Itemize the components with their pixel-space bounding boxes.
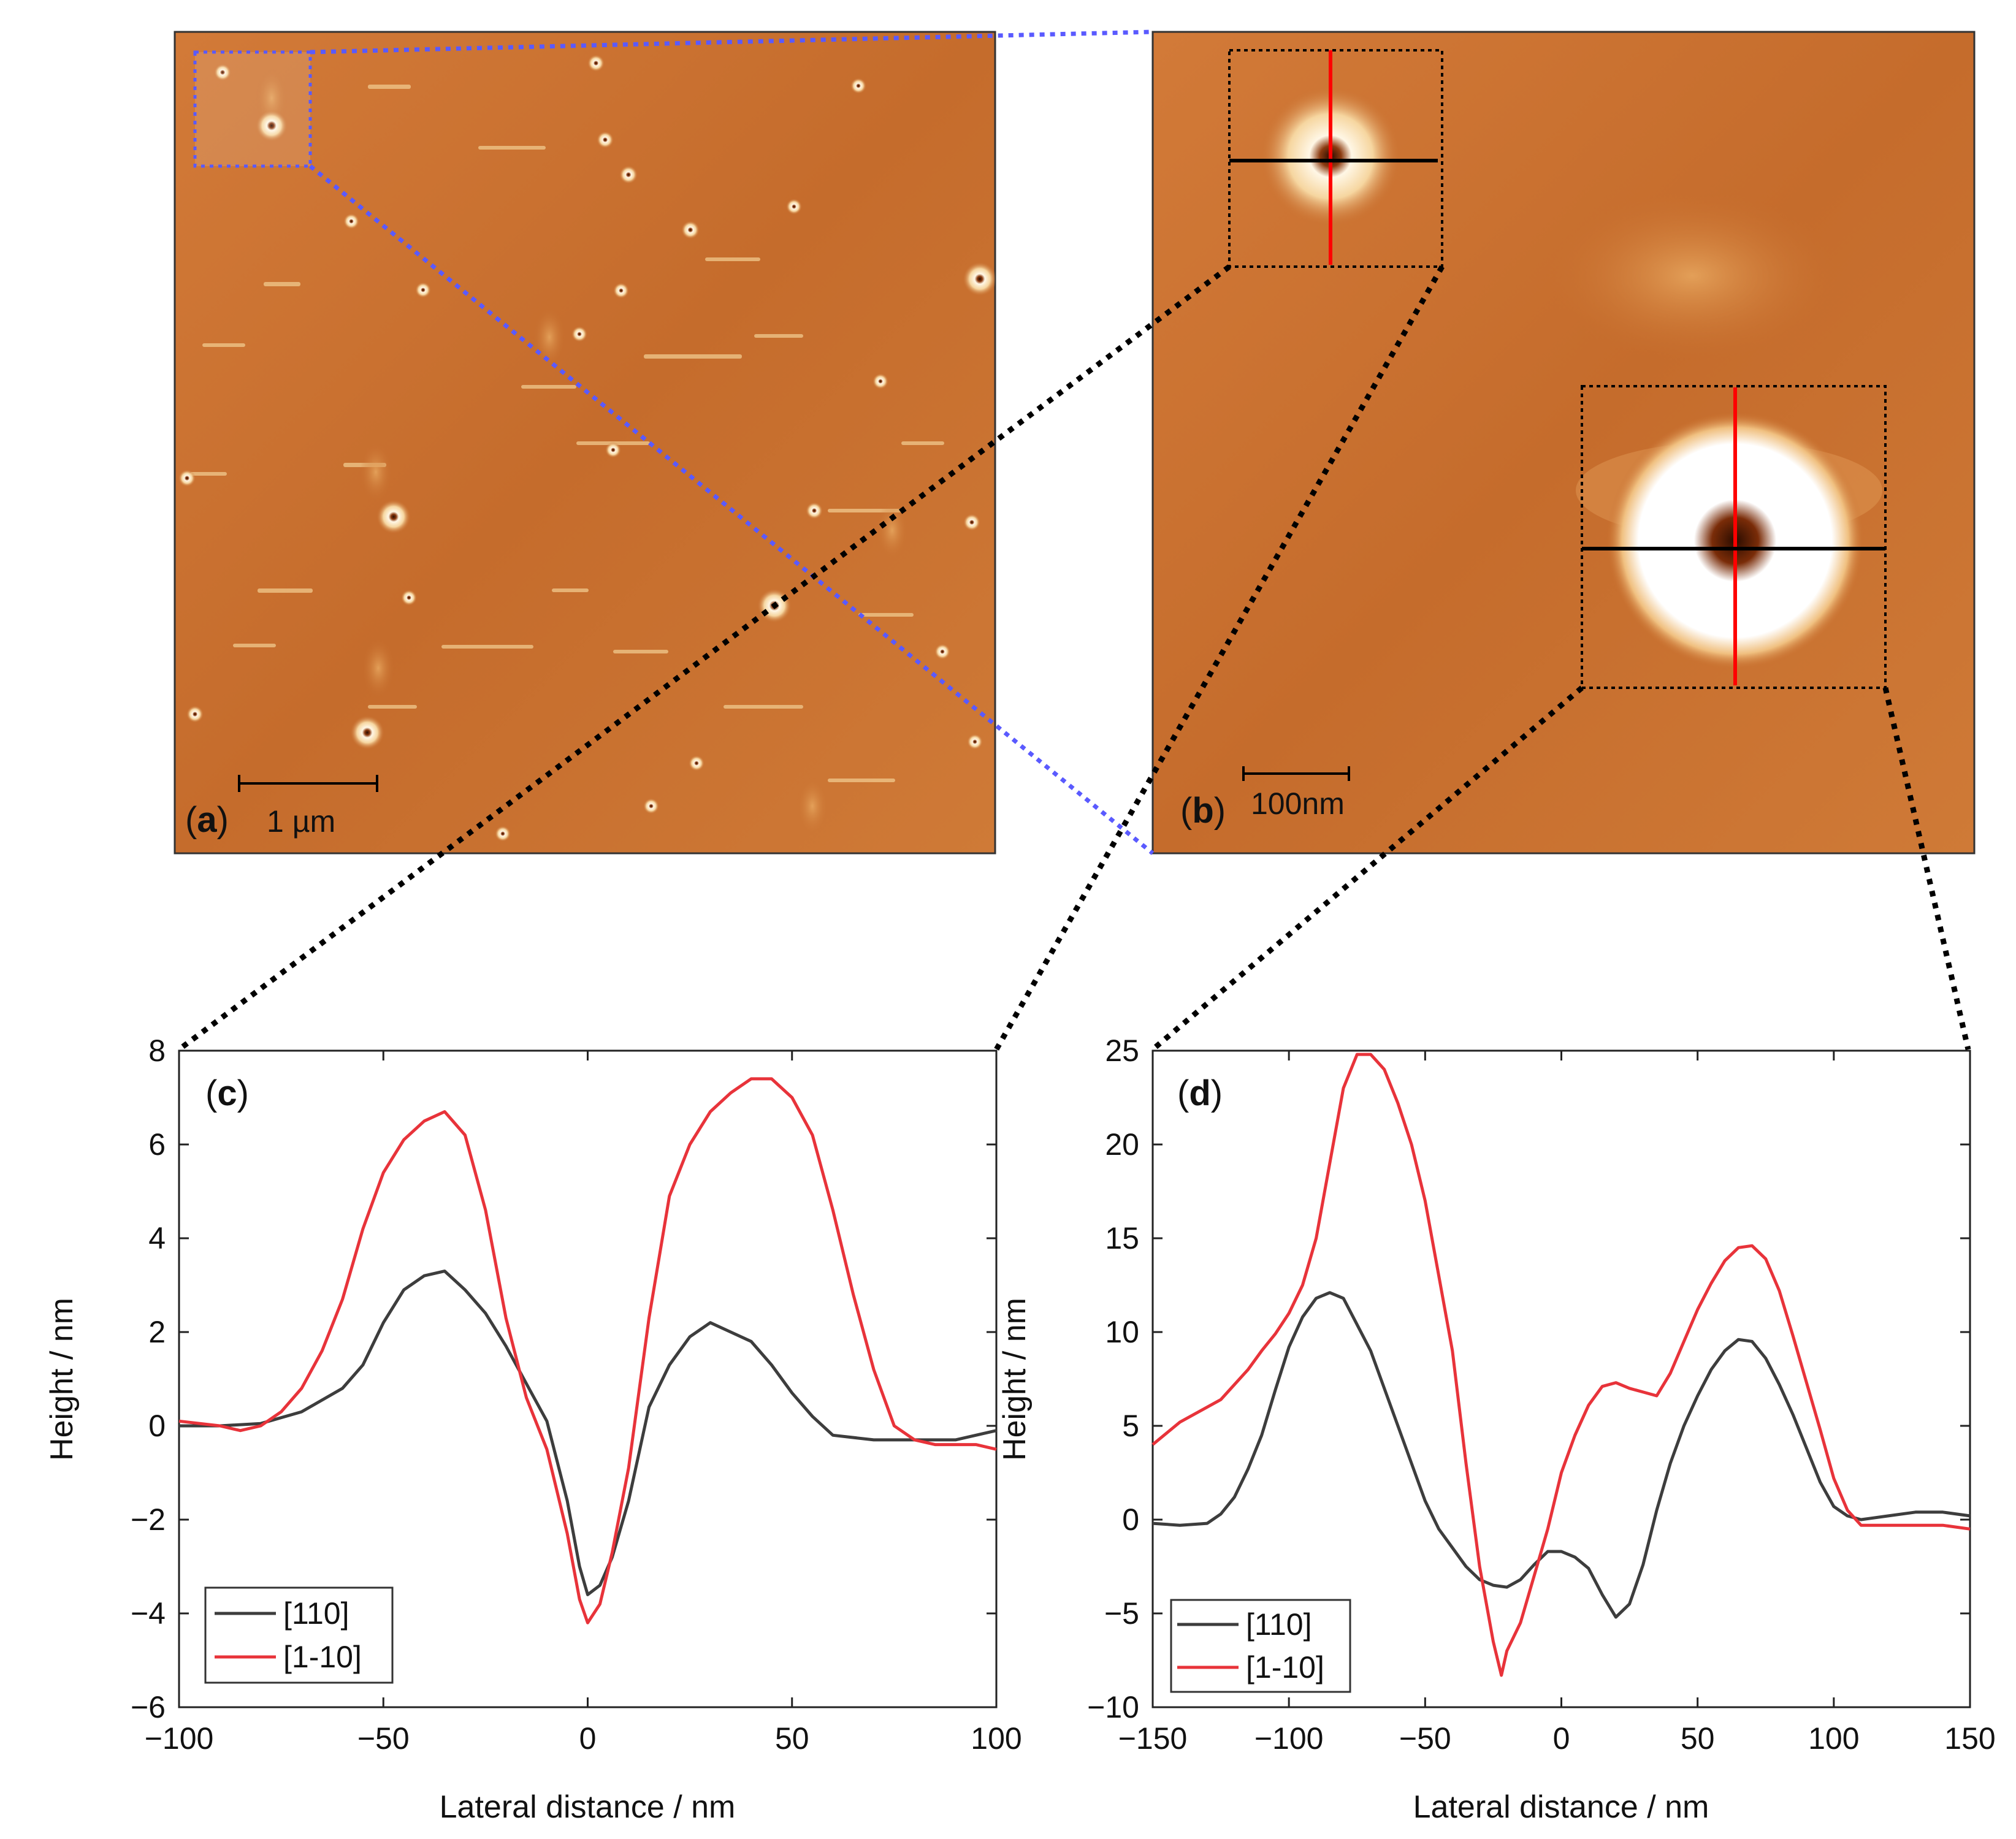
series-line-d-1-10 (1151, 1053, 1971, 1677)
y-tick-label-c: −6 (131, 1690, 166, 1724)
ticks-c: −100 −50 0 50 100 −6 −4 −2 0 2 4 6 8 (131, 1034, 1022, 1756)
x-tick-label-d: 150 (1944, 1721, 1995, 1756)
series-line-c-110 (179, 1270, 997, 1596)
y-axis-title-c: Height / nm (44, 1298, 80, 1461)
connector-b-d-left (1151, 685, 1584, 1052)
legend-label-d-110: [110] (1246, 1607, 1312, 1642)
chart-c: −100 −50 0 50 100 −6 −4 −2 0 2 4 6 8 (c) Lateral dis… (44, 1034, 1022, 1825)
panel-label-d: (d) (1177, 1073, 1223, 1113)
legend-c: [110] [1-10] (204, 1586, 394, 1684)
y-tick-label-d: −5 (1104, 1596, 1139, 1631)
legend-d: [110] [1-10] (1170, 1599, 1351, 1693)
y-axis-title-d: Height / nm (997, 1298, 1033, 1461)
connector-b-d-right (1882, 687, 1971, 1051)
y-tick-label-c: 6 (148, 1127, 166, 1162)
legend-box-d (1170, 1599, 1351, 1693)
afm-a-halos (256, 67, 908, 836)
y-tick-label-d: 25 (1105, 1034, 1139, 1068)
x-tick-label-c: −50 (357, 1721, 410, 1756)
y-tick-label-c: 8 (148, 1034, 166, 1068)
legend-box-c (204, 1586, 394, 1684)
y-tick-label-c: 2 (148, 1315, 166, 1349)
panel-label-c: (c) (205, 1073, 249, 1113)
y-tick-label-c: 0 (148, 1409, 166, 1443)
y-tick-label-c: −2 (131, 1502, 166, 1537)
x-tick-label-d: 50 (1681, 1721, 1715, 1756)
x-axis-title-c: Lateral distance / nm (440, 1789, 736, 1825)
x-tick-label-c: 100 (971, 1721, 1021, 1756)
y-tick-label-d: 20 (1105, 1127, 1139, 1162)
series-layer-c (178, 1077, 997, 1624)
y-tick-label-d: 10 (1105, 1315, 1139, 1349)
connector-b-c-left (177, 264, 1231, 1052)
y-tick-label-c: −4 (131, 1596, 166, 1631)
legend-label-c-110: [110] (283, 1596, 349, 1631)
y-tick-label-c: 4 (148, 1221, 166, 1255)
legend-label-d-1-10: [1-10] (1246, 1650, 1324, 1685)
afm-b-halo (1545, 190, 1839, 362)
x-axis-title-d: Lateral distance / nm (1413, 1789, 1709, 1825)
connector-b-c-right (994, 265, 1445, 1051)
x-tick-label-d: 100 (1808, 1721, 1859, 1756)
series-line-d-110 (1152, 1291, 1971, 1619)
x-tick-label-c: 0 (579, 1721, 597, 1756)
afm-a-features (178, 50, 995, 842)
series-layer-d (1151, 1053, 1971, 1677)
series-line-c-1-10 (178, 1077, 997, 1624)
afm-image-b: 100nm (b) (1151, 31, 1976, 855)
zoom-connectors (177, 29, 1971, 1052)
x-tick-label-d: −100 (1254, 1721, 1324, 1756)
x-tick-label-d: −50 (1399, 1721, 1451, 1756)
x-tick-label-c: 50 (775, 1721, 809, 1756)
profile-box-d (1581, 385, 1887, 689)
y-tick-label-d: 15 (1105, 1221, 1139, 1255)
zoom-region-a (193, 50, 312, 168)
scalebar-a-label: 1 µm (267, 804, 335, 839)
profile-box-c (1228, 49, 1443, 268)
y-tick-label-d: 0 (1122, 1502, 1139, 1537)
connector-a-b-bottom (308, 164, 1155, 855)
afm-image-a: 1 µm (a) (174, 31, 996, 855)
scalebar-b-label: 100nm (1251, 786, 1345, 821)
afm-a-nanostructures (178, 55, 995, 842)
connector-a-b-top (310, 29, 1153, 55)
legend-label-c-1-10: [1-10] (283, 1640, 362, 1674)
y-tick-label-d: −10 (1087, 1690, 1139, 1724)
afm-a-streaks (190, 85, 944, 782)
y-tick-label-d: 5 (1122, 1409, 1139, 1443)
panel-label-b: (b) (1180, 791, 1226, 831)
x-tick-label-d: 0 (1553, 1721, 1570, 1756)
x-tick-label-c: −100 (145, 1721, 214, 1756)
panel-label-a: (a) (185, 800, 229, 840)
x-tick-label-d: −150 (1118, 1721, 1188, 1756)
